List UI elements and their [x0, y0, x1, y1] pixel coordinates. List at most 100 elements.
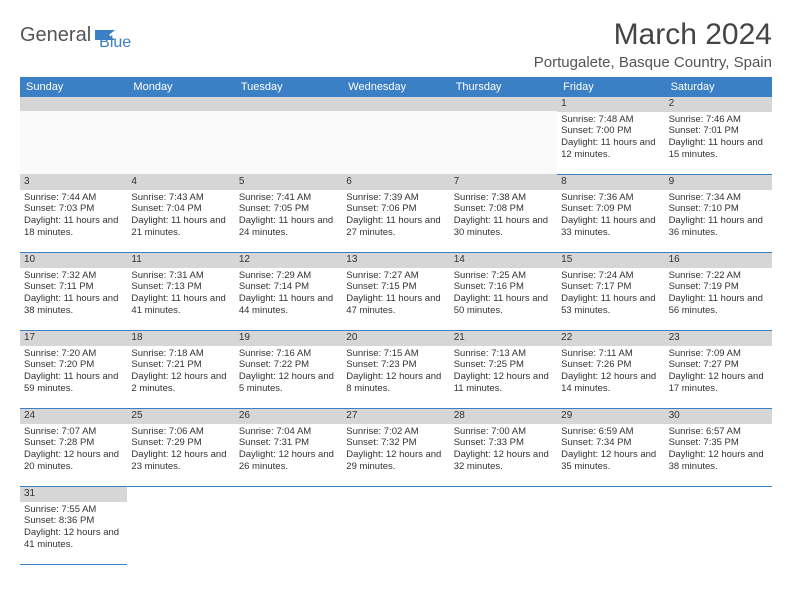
day-number: 2	[665, 97, 772, 112]
sunset-text: Sunset: 7:27 PM	[669, 359, 768, 371]
calendar-cell: 30 Sunrise: 6:57 AMSunset: 7:35 PMDayligh…	[665, 409, 772, 487]
sunset-text: Sunset: 7:00 PM	[561, 125, 660, 137]
sunset-text: Sunset: 7:23 PM	[346, 359, 445, 371]
day-number: 23	[665, 331, 772, 346]
daylight-text: Daylight: 12 hours and 8 minutes.	[346, 371, 445, 395]
sunset-text: Sunset: 7:06 PM	[346, 203, 445, 215]
sunset-text: Sunset: 7:14 PM	[239, 281, 338, 293]
daylight-text: Daylight: 11 hours and 38 minutes.	[24, 293, 123, 317]
day-number: 11	[127, 253, 234, 268]
sunset-text: Sunset: 7:05 PM	[239, 203, 338, 215]
sunrise-text: Sunrise: 6:59 AM	[561, 426, 660, 438]
sunrise-text: Sunrise: 7:20 AM	[24, 348, 123, 360]
sunset-text: Sunset: 7:10 PM	[669, 203, 768, 215]
weekday-header: Friday	[557, 77, 664, 97]
day-number: 30	[665, 409, 772, 424]
day-number: 5	[235, 175, 342, 190]
calendar-cell: 28Sunrise: 7:00 AMSunset: 7:33 PMDayligh…	[450, 409, 557, 487]
calendar-cell	[127, 97, 234, 175]
sunrise-text: Sunrise: 7:25 AM	[454, 270, 553, 282]
daylight-text: Daylight: 11 hours and 50 minutes.	[454, 293, 553, 317]
sunrise-text: Sunrise: 6:57 AM	[669, 426, 768, 438]
daylight-text: Daylight: 11 hours and 47 minutes.	[346, 293, 445, 317]
sunset-text: Sunset: 7:15 PM	[346, 281, 445, 293]
sunrise-text: Sunrise: 7:13 AM	[454, 348, 553, 360]
sunrise-text: Sunrise: 7:41 AM	[239, 192, 338, 204]
calendar-cell: 1Sunrise: 7:48 AMSunset: 7:00 PMDaylight…	[557, 97, 664, 175]
daylight-text: Daylight: 12 hours and 38 minutes.	[669, 449, 768, 473]
day-number: 26	[235, 409, 342, 424]
day-number: 24	[20, 409, 127, 424]
sunset-text: Sunset: 7:01 PM	[669, 125, 768, 137]
daylight-text: Daylight: 11 hours and 56 minutes.	[669, 293, 768, 317]
sunrise-text: Sunrise: 7:24 AM	[561, 270, 660, 282]
sunset-text: Sunset: 7:03 PM	[24, 203, 123, 215]
sunrise-text: Sunrise: 7:18 AM	[131, 348, 230, 360]
sunrise-text: Sunrise: 7:55 AM	[24, 504, 123, 516]
daylight-text: Daylight: 12 hours and 41 minutes.	[24, 527, 123, 551]
calendar-cell: 22Sunrise: 7:11 AMSunset: 7:26 PMDayligh…	[557, 331, 664, 409]
calendar-body: 1Sunrise: 7:48 AMSunset: 7:00 PMDaylight…	[20, 97, 772, 565]
day-number: 6	[342, 175, 449, 190]
day-number: 1	[557, 97, 664, 112]
daylight-text: Daylight: 11 hours and 12 minutes.	[561, 137, 660, 161]
daylight-text: Daylight: 11 hours and 27 minutes.	[346, 215, 445, 239]
sunset-text: Sunset: 7:31 PM	[239, 437, 338, 449]
day-number: 31	[20, 487, 127, 502]
day-number: 15	[557, 253, 664, 268]
sunrise-text: Sunrise: 7:31 AM	[131, 270, 230, 282]
sunrise-text: Sunrise: 7:43 AM	[131, 192, 230, 204]
logo-text-1: General	[20, 24, 91, 47]
day-number: 28	[450, 409, 557, 424]
weekday-header: Thursday	[450, 77, 557, 97]
calendar-cell: 27Sunrise: 7:02 AMSunset: 7:32 PMDayligh…	[342, 409, 449, 487]
day-number: 7	[450, 175, 557, 190]
sunset-text: Sunset: 7:33 PM	[454, 437, 553, 449]
calendar-cell	[20, 97, 127, 175]
day-number: 27	[342, 409, 449, 424]
calendar-cell: 9Sunrise: 7:34 AMSunset: 7:10 PMDaylight…	[665, 175, 772, 253]
calendar-cell: 11Sunrise: 7:31 AMSunset: 7:13 PMDayligh…	[127, 253, 234, 331]
sunset-text: Sunset: 8:36 PM	[24, 515, 123, 527]
calendar-cell: 6Sunrise: 7:39 AMSunset: 7:06 PMDaylight…	[342, 175, 449, 253]
sunset-text: Sunset: 7:20 PM	[24, 359, 123, 371]
sunrise-text: Sunrise: 7:11 AM	[561, 348, 660, 360]
logo: General Blue	[20, 18, 131, 52]
calendar-cell: 23Sunrise: 7:09 AMSunset: 7:27 PMDayligh…	[665, 331, 772, 409]
daylight-text: Daylight: 11 hours and 36 minutes.	[669, 215, 768, 239]
sunrise-text: Sunrise: 7:00 AM	[454, 426, 553, 438]
weekday-header: Saturday	[665, 77, 772, 97]
day-number: 13	[342, 253, 449, 268]
sunrise-text: Sunrise: 7:09 AM	[669, 348, 768, 360]
calendar-cell: 29Sunrise: 6:59 AMSunset: 7:34 PMDayligh…	[557, 409, 664, 487]
daylight-text: Daylight: 11 hours and 41 minutes.	[131, 293, 230, 317]
weekday-header: Monday	[127, 77, 234, 97]
weekday-header: Sunday	[20, 77, 127, 97]
sunrise-text: Sunrise: 7:32 AM	[24, 270, 123, 282]
header: General Blue March 2024 Portugalete, Bas…	[20, 18, 772, 71]
sunset-text: Sunset: 7:22 PM	[239, 359, 338, 371]
month-title: March 2024	[534, 18, 772, 52]
sunset-text: Sunset: 7:35 PM	[669, 437, 768, 449]
daylight-text: Daylight: 12 hours and 11 minutes.	[454, 371, 553, 395]
sunrise-text: Sunrise: 7:07 AM	[24, 426, 123, 438]
daylight-text: Daylight: 11 hours and 24 minutes.	[239, 215, 338, 239]
daylight-text: Daylight: 11 hours and 30 minutes.	[454, 215, 553, 239]
daylight-text: Daylight: 12 hours and 2 minutes.	[131, 371, 230, 395]
location: Portugalete, Basque Country, Spain	[534, 54, 772, 71]
calendar-cell: 18Sunrise: 7:18 AMSunset: 7:21 PMDayligh…	[127, 331, 234, 409]
daylight-text: Daylight: 11 hours and 59 minutes.	[24, 371, 123, 395]
sunset-text: Sunset: 7:26 PM	[561, 359, 660, 371]
day-number: 3	[20, 175, 127, 190]
calendar-cell: 24Sunrise: 7:07 AMSunset: 7:28 PMDayligh…	[20, 409, 127, 487]
day-number: 22	[557, 331, 664, 346]
calendar-cell	[450, 97, 557, 175]
calendar-cell: 12Sunrise: 7:29 AMSunset: 7:14 PMDayligh…	[235, 253, 342, 331]
sunrise-text: Sunrise: 7:16 AM	[239, 348, 338, 360]
sunrise-text: Sunrise: 7:27 AM	[346, 270, 445, 282]
calendar-cell: 26Sunrise: 7:04 AMSunset: 7:31 PMDayligh…	[235, 409, 342, 487]
sunrise-text: Sunrise: 7:44 AM	[24, 192, 123, 204]
sunset-text: Sunset: 7:04 PM	[131, 203, 230, 215]
daylight-text: Daylight: 11 hours and 21 minutes.	[131, 215, 230, 239]
sunset-text: Sunset: 7:28 PM	[24, 437, 123, 449]
